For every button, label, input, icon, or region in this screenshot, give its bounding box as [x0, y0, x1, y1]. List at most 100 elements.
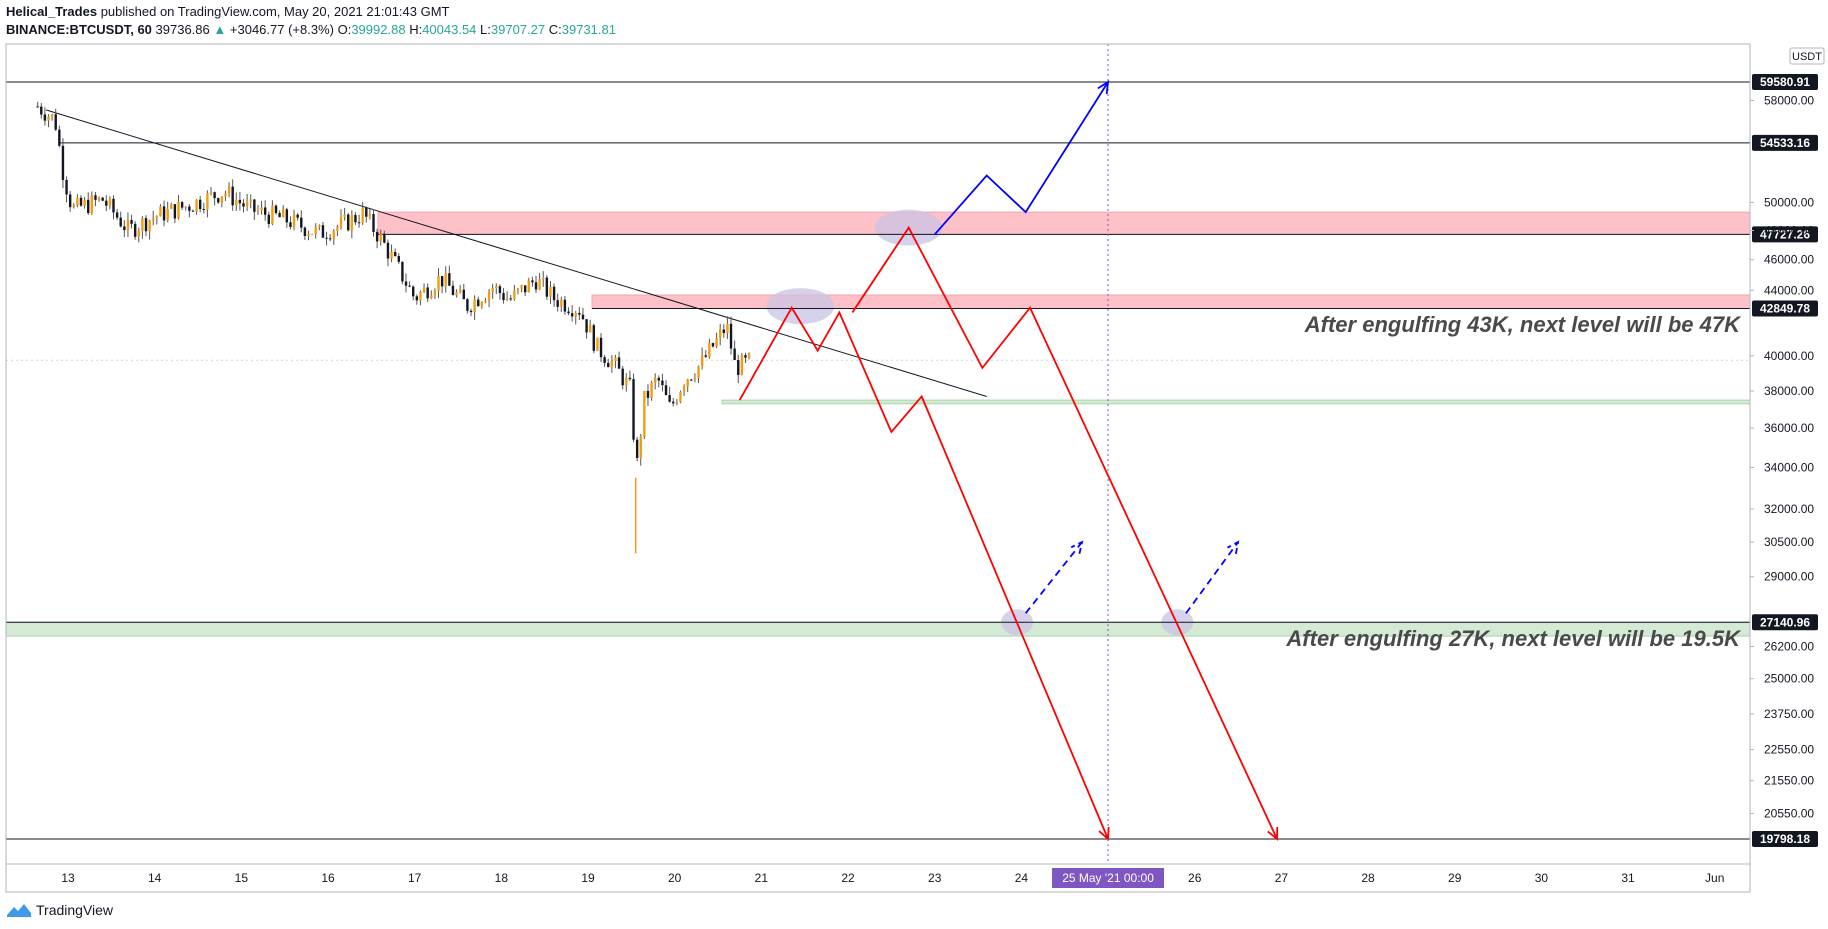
dashed-projection-arrow[interactable]	[1185, 541, 1239, 614]
candle-body	[354, 215, 357, 223]
candle-body	[549, 286, 552, 297]
dashed-projection-arrow[interactable]	[1024, 541, 1083, 614]
y-tick-label: 46000.00	[1764, 253, 1814, 267]
last-price: 39736.86	[155, 22, 210, 37]
y-tick-label: 26200.00	[1764, 639, 1814, 653]
candle-body	[152, 218, 155, 221]
annotation-27k[interactable]: After engulfing 27K, next level will be …	[1285, 626, 1742, 651]
candle-body	[195, 199, 198, 212]
candle-body	[502, 293, 505, 301]
y-tick-label: 36000.00	[1764, 421, 1814, 435]
candle-body	[253, 199, 256, 212]
x-tick-label: 28	[1361, 871, 1375, 885]
candlestick-series[interactable]	[36, 101, 751, 554]
candle-body	[556, 300, 559, 307]
candle-body	[542, 277, 545, 280]
candle-body	[263, 207, 267, 215]
candle-body	[249, 199, 252, 202]
candle-body	[47, 116, 50, 121]
candle-body	[567, 311, 570, 314]
candle-body	[224, 193, 227, 197]
candle-body	[520, 285, 523, 289]
candle-body	[278, 213, 281, 218]
candle-body	[180, 201, 184, 208]
candle-body	[148, 220, 151, 232]
cursor-date-label: 25 May '21 00:00	[1062, 871, 1154, 885]
candle-body	[188, 206, 191, 211]
candle-body	[516, 288, 520, 291]
y-tick-label: 21550.00	[1764, 774, 1814, 788]
candle-body	[744, 355, 747, 358]
candle-body	[310, 233, 314, 235]
candle-body	[217, 198, 220, 203]
candle-body	[415, 296, 419, 301]
currency-badge[interactable]	[1789, 47, 1825, 65]
symbol-label[interactable]: BINANCE:BTCUSDT, 60	[6, 22, 152, 37]
candle-body	[68, 194, 72, 208]
candle-body	[487, 291, 491, 301]
x-tick-label: 14	[148, 871, 162, 885]
annotation-43k[interactable]: After engulfing 43K, next level will be …	[1304, 312, 1742, 337]
x-tick-label: 18	[495, 871, 509, 885]
candle-body	[523, 285, 527, 293]
candle-body	[137, 230, 140, 237]
arrow-head	[1267, 826, 1279, 841]
candle-body	[267, 214, 270, 224]
x-tick-label: 26	[1188, 871, 1202, 885]
candle-body	[733, 348, 736, 361]
change-value: +3046.77 (+8.3%)	[229, 22, 334, 37]
candle-body	[285, 209, 289, 223]
candle-body	[115, 212, 119, 218]
projection-bull-path[interactable]	[934, 81, 1109, 236]
brand-name: TradingView	[36, 902, 114, 918]
x-tick-label: 27	[1275, 871, 1289, 885]
candle-body	[653, 377, 657, 383]
candle-body	[401, 261, 404, 282]
candle-body	[693, 378, 697, 380]
projection-bear-path-1[interactable]	[738, 305, 1109, 840]
candle-body	[643, 390, 646, 437]
projection-bear-path-2[interactable]	[851, 225, 1278, 840]
price-level-badge	[1752, 614, 1818, 631]
candle-body	[61, 145, 65, 181]
x-tick-label: 29	[1448, 871, 1462, 885]
candle-body	[40, 106, 43, 115]
candle-body	[672, 401, 675, 404]
candle-body	[708, 343, 711, 357]
low-value: 39707.27	[490, 22, 546, 37]
price-level-label: 59580.91	[1760, 75, 1810, 89]
candle-body	[592, 325, 595, 351]
tradingview-brand[interactable]: TradingView	[6, 902, 113, 918]
candle-body	[675, 401, 679, 404]
candle-body	[729, 323, 733, 349]
candle-body	[462, 289, 465, 300]
candle-body	[368, 214, 372, 217]
price-level-badge	[1752, 300, 1818, 317]
candle-body	[578, 312, 581, 315]
author-name[interactable]: Helical_Trades	[6, 4, 98, 19]
candle-body	[141, 218, 144, 231]
candle-body	[722, 329, 726, 333]
candle-body	[469, 310, 473, 313]
candle-body	[79, 197, 83, 206]
price-level-badge	[1752, 74, 1818, 90]
zone-resistance-47k	[377, 211, 1751, 235]
candle-body	[184, 206, 187, 208]
change-arrow: ▲	[213, 22, 227, 37]
candle-body	[90, 195, 94, 214]
candle-body	[437, 276, 440, 291]
candle-body	[635, 439, 639, 458]
candle-body	[108, 198, 112, 206]
candle-body	[303, 227, 307, 237]
candle-body	[166, 208, 169, 221]
candle-body	[133, 223, 137, 237]
candle-body	[646, 390, 650, 398]
candle-body	[639, 436, 642, 458]
candle-body	[700, 355, 704, 367]
ohlc-line: BINANCE:BTCUSDT, 60 39736.86 ▲ +3046.77 …	[6, 22, 616, 37]
trendline[interactable]	[46, 109, 987, 397]
candle-body	[632, 379, 635, 440]
candle-body	[433, 290, 437, 296]
candle-body	[657, 377, 661, 381]
